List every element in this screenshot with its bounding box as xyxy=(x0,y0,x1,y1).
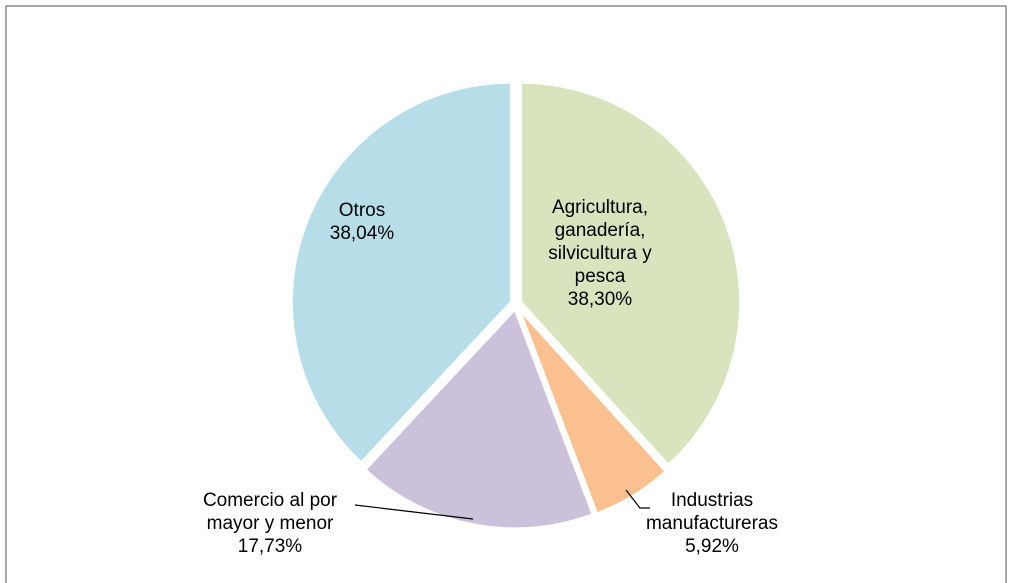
data-label: Agricultura, ganadería, silvicultura y p… xyxy=(530,196,670,311)
category-label: Industrias manufactureras xyxy=(645,490,778,534)
pie-slice xyxy=(362,306,596,531)
value-label: 38,04% xyxy=(329,223,395,244)
category-label: Comercio al por mayor y menor xyxy=(202,490,338,534)
data-label: Otros 38,04% xyxy=(302,199,422,245)
value-label: 17,73% xyxy=(237,536,303,557)
pie-slice xyxy=(519,80,743,468)
data-label: Industrias manufactureras 5,92% xyxy=(632,489,792,558)
pie-slice xyxy=(289,80,513,466)
data-label: Comercio al por mayor y menor 17,73% xyxy=(185,489,355,558)
pie-slice xyxy=(517,307,669,516)
value-label: 38,30% xyxy=(567,289,633,310)
category-label: Otros xyxy=(338,200,386,221)
leader-line xyxy=(354,504,474,520)
leader-line xyxy=(625,489,650,509)
value-label: 5,92% xyxy=(685,536,739,557)
pie xyxy=(289,80,743,531)
category-label: Agricultura, ganadería, silvicultura y p… xyxy=(548,197,652,287)
